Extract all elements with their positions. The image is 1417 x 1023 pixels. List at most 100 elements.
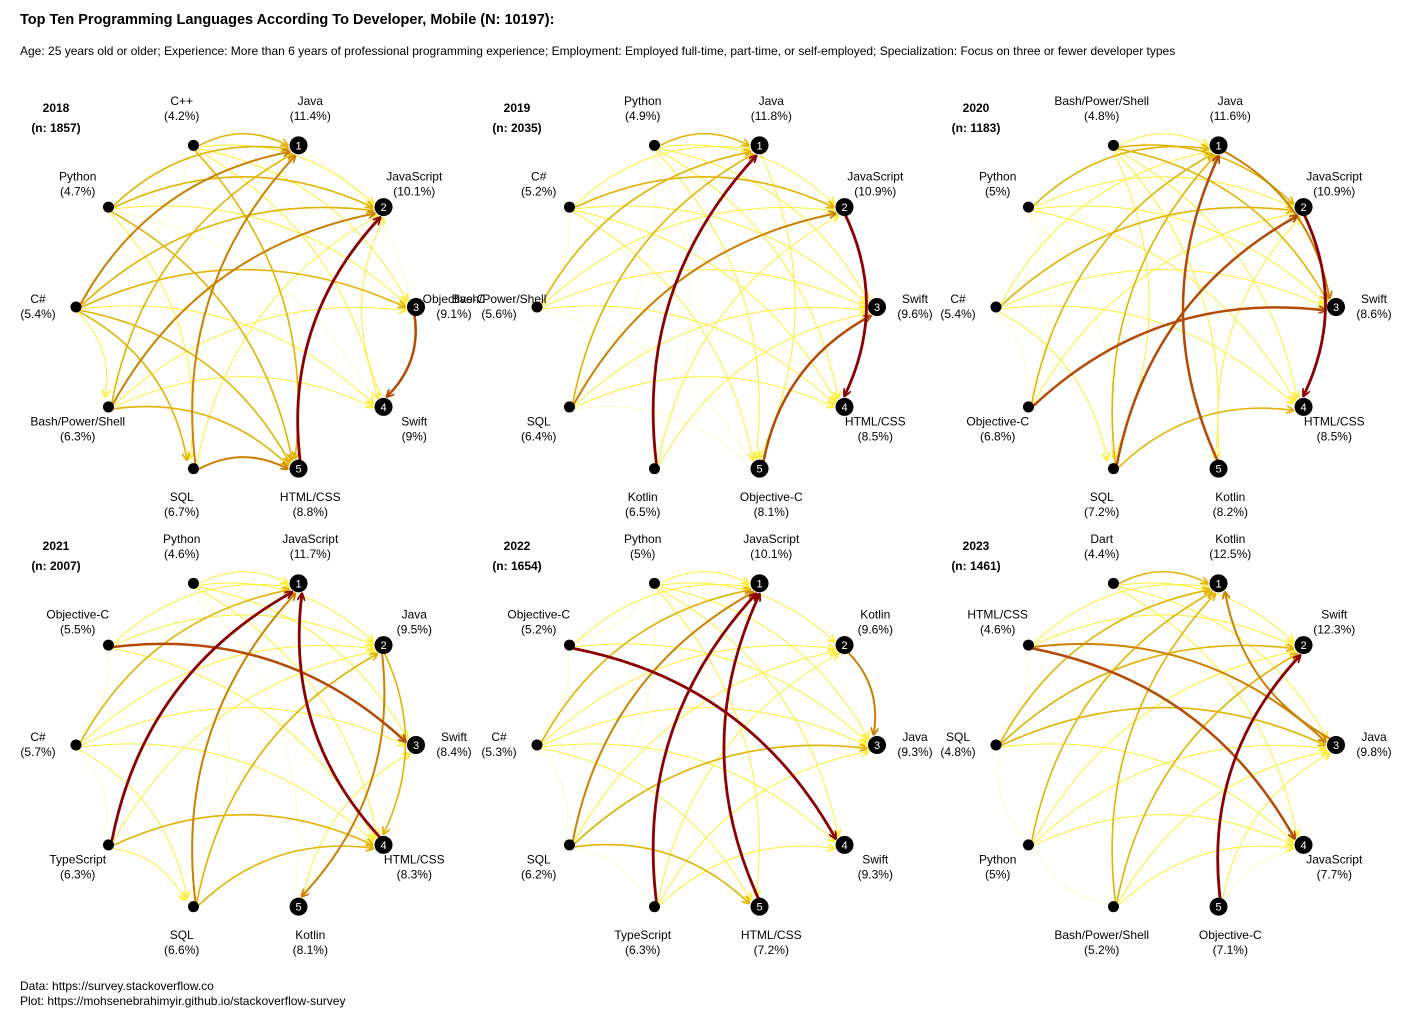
link-typescript-to-javascript <box>110 592 292 842</box>
link-bash-power-shell-to-objective-c <box>541 310 751 463</box>
link-python-to-sql <box>572 150 656 397</box>
node-javascript <box>750 574 769 593</box>
node-rank: 1 <box>295 140 301 152</box>
link-python-to-java <box>659 132 749 146</box>
link-c-to-swift <box>81 707 405 745</box>
node-name-label: Java <box>402 608 428 622</box>
node-name-label: Java <box>1361 730 1387 744</box>
link-c-to-bash-power-shell <box>77 312 107 397</box>
chart-sample-size: (n: 1654) <box>492 559 541 573</box>
node-objective-c <box>563 639 575 651</box>
chart-year-label: 2022 <box>504 539 531 553</box>
node-share-label: (6.8%) <box>980 429 1015 443</box>
link-bash-power-shell-to-swift <box>1117 148 1327 301</box>
link-python-to-swift <box>113 210 375 401</box>
link-c-to-bash-power-shell <box>540 212 570 297</box>
link-python-to-javascript <box>1034 176 1293 207</box>
link-bash-power-shell-to-swift <box>542 269 866 307</box>
node-c <box>187 139 199 151</box>
link-sql-to-java <box>574 745 866 844</box>
link-c-to-html-css <box>1001 305 1293 404</box>
link-objective-c-to-javascript <box>1032 214 1294 404</box>
node-name-label: Kotlin <box>860 608 890 622</box>
node-share-label: (12.3%) <box>1313 623 1355 637</box>
link-c-to-java <box>1000 152 1210 304</box>
node-javascript <box>1294 198 1313 217</box>
link-kotlin-to-swift <box>301 754 409 903</box>
node-name-label: Python <box>624 94 661 108</box>
link-python-to-objective-c <box>655 150 759 458</box>
chart-year-label: 2019 <box>504 101 531 115</box>
node-share-label: (8.5%) <box>858 429 893 443</box>
node-share-label: (5.2%) <box>521 623 556 637</box>
link-objective-c-to-java <box>1221 754 1329 903</box>
node-objective-c <box>750 459 769 478</box>
link-c-to-swift <box>196 149 377 398</box>
link-c-to-objective-c <box>997 312 1027 397</box>
node-name-label: HTML/CSS <box>967 608 1028 622</box>
link-objective-c-to-javascript <box>1223 851 1295 904</box>
node-share-label: (11.8%) <box>751 109 792 123</box>
link-c-to-typescript <box>77 750 107 835</box>
node-name-label: Kotlin <box>1215 490 1245 504</box>
link-sql-to-java <box>1001 706 1325 745</box>
node-rank: 4 <box>841 402 847 414</box>
link-sql-to-html-css <box>575 376 834 407</box>
node-share-label: (4.6%) <box>980 623 1015 637</box>
link-sql-to-swift <box>1000 645 1293 744</box>
link-bash-power-shell-to-javascript <box>112 214 374 405</box>
node-rank: 3 <box>1333 740 1339 752</box>
link-sql-to-javascript <box>1115 216 1297 466</box>
node-name-label: JavaScript <box>1306 170 1363 184</box>
link-c-to-javascript <box>541 590 751 743</box>
node-share-label: (11.7%) <box>290 547 331 561</box>
node-name-label: TypeScript <box>49 852 106 866</box>
node-kotlin <box>1209 459 1228 478</box>
link-python-to-sql <box>997 755 1027 840</box>
node-share-label: (6.2%) <box>521 867 556 881</box>
node-name-label: Python <box>624 532 661 546</box>
link-typescript-to-sql <box>112 848 184 901</box>
node-rank: 2 <box>1300 202 1306 214</box>
link-c-to-objective-c <box>197 148 407 301</box>
node-name-label: Swift <box>902 292 929 306</box>
link-c-to-objective-c <box>81 268 405 307</box>
data-source-credit: Data: https://survey.stackoverflow.co <box>20 979 214 993</box>
link-sql-to-typescript <box>574 848 646 901</box>
node-share-label: (9.5%) <box>397 623 432 637</box>
link-typescript-to-javascript <box>651 594 756 903</box>
link-swift-to-javascript <box>361 218 384 402</box>
node-share-label: (4.2%) <box>164 109 199 123</box>
node-java <box>1327 736 1345 754</box>
node-c <box>563 201 575 213</box>
link-bash-power-shell-to-java <box>1119 133 1208 146</box>
node-name-label: Objective-C <box>740 490 803 504</box>
node-share-label: (4.4%) <box>1084 547 1119 561</box>
node-javascript <box>289 574 308 593</box>
node-javascript <box>374 198 393 217</box>
link-javascript-to-html-css <box>845 211 868 396</box>
node-share-label: (6.4%) <box>521 429 556 443</box>
node-share-label: (5.5%) <box>60 623 95 637</box>
node-share-label: (6.6%) <box>164 943 199 957</box>
node-name-label: Bash/Power/Shell <box>30 414 125 428</box>
link-objective-c-to-java <box>574 643 866 742</box>
chart-sample-size: (n: 1857) <box>31 121 80 135</box>
link-python-to-html-css <box>657 149 838 398</box>
node-rank: 4 <box>380 840 386 852</box>
node-share-label: (9.3%) <box>897 745 932 759</box>
node-name-label: Bash/Power/Shell <box>452 292 547 306</box>
link-objective-c-to-java <box>1031 154 1212 403</box>
node-share-label: (6.3%) <box>60 867 95 881</box>
link-bash-power-shell-to-kotlin <box>1111 594 1215 902</box>
link-python-to-sql <box>572 588 656 835</box>
node-name-label: HTML/CSS <box>845 414 906 428</box>
link-objective-c-to-swift <box>572 647 835 839</box>
chart-year-label: 2021 <box>43 539 70 553</box>
node-share-label: (9.3%) <box>858 867 893 881</box>
node-share-label: (5%) <box>985 185 1010 199</box>
node-name-label: Objective-C <box>507 608 570 622</box>
link-c-to-java <box>79 152 290 305</box>
link-java-to-kotlin <box>1225 592 1334 742</box>
